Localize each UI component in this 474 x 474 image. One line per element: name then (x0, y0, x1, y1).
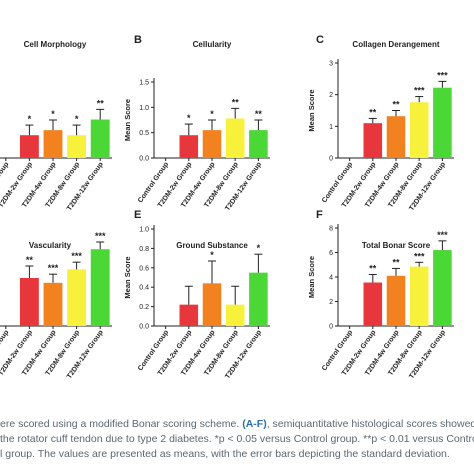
bar (179, 135, 199, 158)
y-tick-label: 2 (329, 299, 333, 306)
y-tick-label: 4 (329, 275, 333, 282)
y-tick-label: 3 (329, 61, 333, 68)
y-axis-label: Mean Score (123, 256, 132, 298)
bar (433, 250, 452, 326)
bar (67, 135, 87, 158)
chart-panel-1: Cell MorphologyControl Group*T2DM-2w Gro… (0, 40, 112, 212)
chart-title: Collagen Derangement (352, 40, 439, 49)
significance-label: *** (437, 230, 448, 240)
y-tick-label: 8 (329, 226, 333, 233)
bar (90, 249, 110, 326)
significance-label: ** (232, 97, 240, 107)
y-tick-label: 0.5 (139, 130, 149, 137)
bar (202, 130, 222, 158)
bar (249, 272, 268, 326)
bar (363, 282, 383, 326)
significance-label: *** (414, 86, 425, 96)
y-tick-label: 1.0 (139, 227, 149, 234)
bar (386, 275, 406, 326)
significance-label: ** (26, 255, 34, 265)
bar (179, 304, 199, 326)
significance-label: *** (71, 251, 82, 261)
significance-label: ** (255, 109, 263, 119)
significance-label: * (210, 109, 214, 119)
panel-letter: F (316, 209, 323, 221)
caption-line-1-end: , semiquantitative histological scores s… (266, 418, 474, 430)
y-tick-label: 6 (329, 250, 333, 257)
y-tick-label: 0 (329, 156, 333, 163)
y-tick-label: 1.0 (139, 105, 149, 112)
significance-label: * (257, 243, 261, 253)
significance-label: ** (392, 257, 400, 267)
significance-label: * (28, 114, 32, 124)
chart-panel-5: E Ground Substance Mean Score 0.0 0.2 0.4 0.6 0… (123, 209, 270, 380)
bar (90, 119, 110, 158)
chart-title: Total Bonar Score (362, 241, 431, 250)
significance-label: *** (48, 263, 59, 273)
bar (19, 278, 39, 326)
caption-line-3: l group. The values are presented as mea… (0, 448, 450, 460)
chart-title: Vascularity (29, 241, 72, 250)
y-axis-label: Mean Score (307, 256, 316, 298)
y-tick-label: 0.4 (139, 285, 149, 292)
y-tick-label: 0.0 (139, 324, 149, 331)
significance-label: * (210, 250, 214, 260)
significance-label: *** (414, 251, 425, 261)
bar (225, 118, 245, 158)
y-tick-label: 0.2 (139, 304, 149, 311)
caption-line-1: ere scored using a modified Bonar scorin… (0, 417, 474, 432)
chart-panel-4: VascularityControl Group**T2DM-2w Group*… (0, 231, 112, 380)
significance-label: * (187, 113, 191, 123)
chart-title: Cellularity (193, 40, 232, 49)
bar (225, 304, 245, 326)
bar (43, 282, 63, 326)
panel-letter: E (134, 209, 141, 221)
bar (433, 87, 452, 158)
bar (409, 102, 429, 158)
significance-label: ** (392, 100, 400, 110)
significance-label: ** (369, 107, 377, 117)
panel-letter: B (134, 34, 142, 46)
significance-label: * (75, 114, 79, 124)
significance-label: *** (437, 70, 448, 80)
y-tick-label: 0.6 (139, 265, 149, 272)
caption-panel-reference: (A-F) (242, 418, 267, 430)
significance-label: ** (97, 98, 105, 108)
y-axis-label: Mean Score (307, 89, 316, 131)
y-tick-label: 1 (329, 124, 333, 131)
chart-title: Ground Substance (176, 241, 248, 250)
bar (386, 116, 406, 158)
bar (409, 266, 429, 326)
chart-title: Cell Morphology (24, 40, 87, 49)
panel-letter: C (316, 34, 324, 46)
y-tick-label: 0.0 (139, 156, 149, 163)
y-tick-label: 1.5 (139, 80, 149, 87)
bar (363, 123, 383, 158)
bar (67, 269, 87, 326)
significance-label: *** (95, 231, 106, 241)
bar (19, 135, 39, 158)
y-axis-label: Mean Score (123, 99, 132, 141)
caption-line-2: the rotator cuff tendon due to type 2 di… (0, 433, 474, 445)
significance-label: ** (369, 264, 377, 274)
caption-line-1-start: ere scored using a modified Bonar scorin… (0, 418, 240, 430)
y-tick-label: 2 (329, 92, 333, 99)
figure-caption: ere scored using a modified Bonar scorin… (0, 417, 474, 462)
y-tick-label: 0.8 (139, 246, 149, 253)
significance-label: * (51, 109, 55, 119)
y-tick-label: 0 (329, 324, 333, 331)
bar (249, 130, 268, 158)
bar (43, 130, 63, 158)
bar (202, 283, 222, 326)
